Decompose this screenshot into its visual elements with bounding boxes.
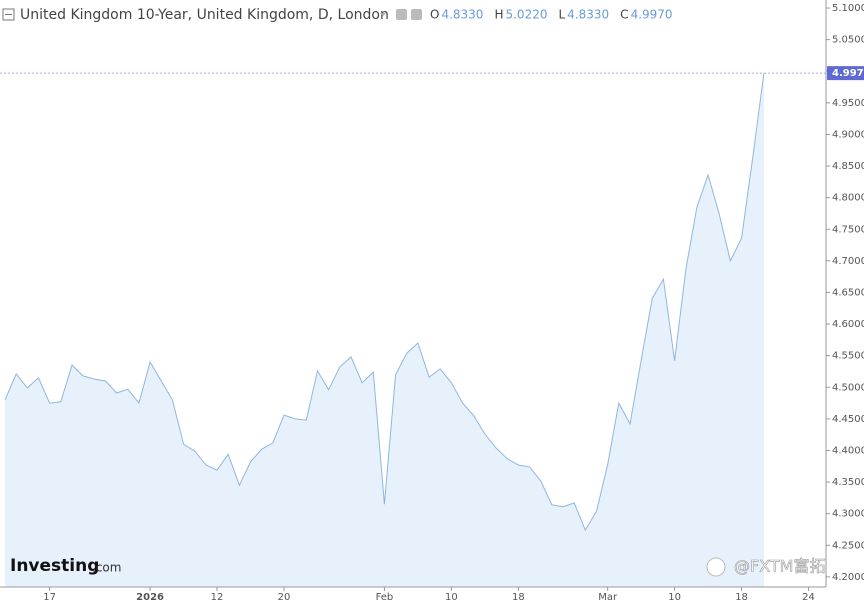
y-tick-label: 4.4000 bbox=[832, 445, 864, 456]
ohlc-value: 4.9970 bbox=[631, 8, 673, 22]
y-tick-label: 4.2500 bbox=[832, 540, 864, 551]
last-price-label: 4.9970 bbox=[832, 68, 864, 79]
y-tick-label: 4.7000 bbox=[832, 256, 864, 267]
title-caret[interactable] bbox=[380, 13, 386, 16]
y-tick-label: 4.9000 bbox=[832, 129, 864, 140]
chart-title: United Kingdom 10-Year, United Kingdom, … bbox=[20, 7, 389, 23]
brand-suffix: .com bbox=[92, 561, 121, 575]
y-tick-label: 4.3000 bbox=[832, 509, 864, 520]
settings-icon[interactable] bbox=[396, 9, 407, 20]
price-line bbox=[4, 73, 765, 532]
x-tick-label: 18 bbox=[735, 592, 748, 603]
x-tick-label: 2026 bbox=[136, 592, 164, 603]
y-tick-label: 4.5000 bbox=[832, 382, 864, 393]
y-tick-label: 5.1000 bbox=[832, 3, 864, 14]
last-price-badge bbox=[827, 66, 864, 81]
y-tick-label: 4.7500 bbox=[832, 224, 864, 235]
ohlc-label: L bbox=[558, 8, 565, 22]
area-fill bbox=[5, 73, 764, 588]
collapse-icon[interactable] bbox=[2, 8, 15, 21]
y-tick-label: 4.9500 bbox=[832, 98, 864, 109]
x-tick-label: 20 bbox=[278, 592, 291, 603]
x-tick-label: 24 bbox=[802, 592, 815, 603]
x-tick-label: 10 bbox=[668, 592, 681, 603]
credit-icon bbox=[706, 557, 726, 577]
ohlc-values: O 4.8330 H 5.0220 L 4.8330 C 4.9970 bbox=[430, 8, 673, 22]
ohlc-value: 4.8330 bbox=[567, 8, 609, 22]
visibility-icon[interactable] bbox=[411, 9, 422, 20]
x-tick-label: 17 bbox=[43, 592, 56, 603]
source-credit: @FXTM富拓 bbox=[734, 557, 825, 576]
ohlc-label: C bbox=[620, 8, 628, 22]
ohlc-value: 5.0220 bbox=[505, 8, 547, 22]
y-tick-label: 5.0500 bbox=[832, 35, 864, 46]
ohlc-label: O bbox=[430, 8, 439, 22]
y-tick-label: 4.8500 bbox=[832, 161, 864, 172]
ohlc-label: H bbox=[494, 8, 503, 22]
plot-area bbox=[4, 73, 765, 588]
y-tick-label: 4.6500 bbox=[832, 287, 864, 298]
x-tick-label: 10 bbox=[445, 592, 458, 603]
x-tick-label: 18 bbox=[512, 592, 525, 603]
x-tick-label: Mar bbox=[598, 592, 618, 603]
y-tick-label: 4.3500 bbox=[832, 477, 864, 488]
y-tick-label: 4.4500 bbox=[832, 414, 864, 425]
brand-logo: Investing bbox=[10, 556, 99, 576]
y-tick-label: 4.5500 bbox=[832, 351, 864, 362]
x-tick-label: 12 bbox=[211, 592, 224, 603]
y-tick-label: 4.6000 bbox=[832, 319, 864, 330]
y-tick-label: 4.2000 bbox=[832, 572, 864, 583]
x-tick-label: Feb bbox=[376, 592, 394, 603]
y-tick-label: 4.8000 bbox=[832, 193, 864, 204]
ohlc-value: 4.8330 bbox=[441, 8, 483, 22]
